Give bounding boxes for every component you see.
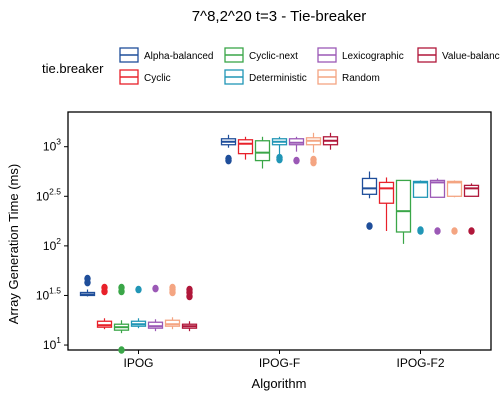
box-cyclic-next xyxy=(113,283,130,354)
y-tick-label: 102.5 xyxy=(36,186,61,203)
x-axis-title: Algorithm xyxy=(252,376,307,391)
box-deterministic xyxy=(271,136,288,164)
plot-area: 101 101.5 102 102.5 103 IPOG IPOG-F IPOG-F2 xyxy=(36,111,492,370)
box-cyclic xyxy=(237,136,254,160)
legend-label: Deterministic xyxy=(249,73,307,84)
box-body xyxy=(237,139,254,155)
y-tick-label: 102 xyxy=(43,236,61,253)
outlier-point xyxy=(101,283,108,292)
box-body xyxy=(254,140,271,162)
outlier-point xyxy=(366,222,373,230)
outlier-point xyxy=(225,156,232,165)
outlier-point xyxy=(293,156,300,165)
box-random xyxy=(164,283,181,330)
box-lexicographic xyxy=(288,136,305,165)
legend-item: Cyclic xyxy=(119,69,171,85)
box-value-balanced xyxy=(322,132,339,150)
legend-label: Value-balanced xyxy=(442,51,500,62)
legend-item: Cyclic-next xyxy=(224,47,298,63)
legend-item: Value-balanced xyxy=(417,47,500,63)
outlier-point xyxy=(118,346,125,354)
outlier-point xyxy=(417,227,424,235)
legend-title: tie.breaker xyxy=(42,61,104,76)
box-body xyxy=(378,181,395,204)
box-value-balanced xyxy=(181,285,198,332)
y-axis-title: Array Generation Time (ms) xyxy=(6,164,21,324)
box-lexicographic xyxy=(147,284,164,332)
outlier-point xyxy=(468,227,475,235)
box-alpha-balanced xyxy=(79,274,96,297)
legend-item: Deterministic xyxy=(224,69,307,85)
legend-label: Lexicographic xyxy=(342,51,404,62)
box-cyclic-next xyxy=(254,136,271,169)
y-tick-label: 103 xyxy=(43,137,61,154)
box-body xyxy=(446,180,463,197)
outlier-point xyxy=(152,284,159,293)
box-lexicographic xyxy=(429,178,446,235)
box-random xyxy=(446,180,463,235)
outlier-point xyxy=(434,227,441,235)
outlier-point xyxy=(310,155,317,164)
x-tick-label: IPOG-F xyxy=(259,356,300,370)
legend-label: Alpha-balanced xyxy=(144,51,214,62)
y-tick-label: 101.5 xyxy=(36,285,61,302)
outlier-point xyxy=(169,288,176,297)
box-alpha-balanced xyxy=(220,134,237,165)
legend-label: Random xyxy=(342,73,380,84)
outlier-point xyxy=(118,283,125,292)
box-alpha-balanced xyxy=(361,171,378,230)
legend-label: Cyclic xyxy=(144,73,171,84)
legend-item: Random xyxy=(317,69,380,85)
outlier-point xyxy=(186,285,193,294)
box-body xyxy=(361,177,378,195)
box-random xyxy=(305,132,322,167)
box-body xyxy=(463,184,480,197)
box-cyclic xyxy=(378,177,395,231)
box-cyclic xyxy=(96,283,113,330)
legend: Alpha-balanced Cyclic Cyclic-next Determini… xyxy=(119,47,500,85)
chart-title: 7^8,2^20 t=3 - Tie-breaker xyxy=(192,8,367,25)
outlier-point xyxy=(451,227,458,235)
x-tick-label: IPOG xyxy=(123,356,153,370)
legend-label: Cyclic-next xyxy=(249,51,298,62)
x-tick-label: IPOG-F2 xyxy=(396,356,444,370)
legend-item: Lexicographic xyxy=(317,47,404,63)
box-value-balanced xyxy=(463,183,480,235)
box-body xyxy=(395,179,412,233)
box-body xyxy=(412,180,429,198)
outlier-point xyxy=(135,285,142,294)
outlier-point xyxy=(276,155,283,164)
y-tick-label: 101 xyxy=(43,335,61,352)
box-cyclic-next xyxy=(395,179,412,244)
box-body xyxy=(429,179,446,198)
box-deterministic xyxy=(412,180,429,235)
outlier-point xyxy=(84,274,91,283)
box-deterministic xyxy=(130,285,147,329)
legend-item: Alpha-balanced xyxy=(119,47,214,63)
